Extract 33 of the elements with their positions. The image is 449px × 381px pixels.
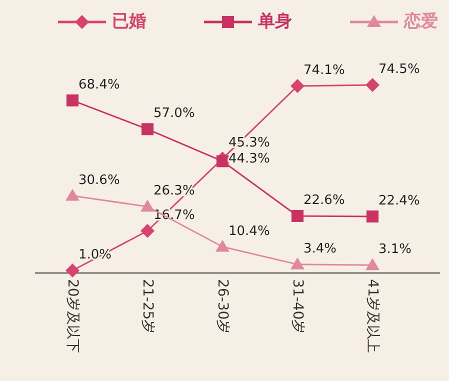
x-tick-label: 21-25岁 (140, 279, 156, 334)
point (366, 78, 380, 92)
point (366, 258, 380, 270)
data-label: 3.4% (304, 241, 337, 256)
point (66, 94, 78, 106)
point (366, 210, 378, 222)
legend-label: 单身 (257, 12, 292, 32)
data-label: 22.6% (304, 192, 345, 208)
data-label: 3.1% (378, 242, 412, 258)
point (290, 257, 304, 270)
data-label: 68.4% (78, 77, 120, 92)
data-label: 44.3% (228, 152, 270, 167)
point (140, 200, 154, 212)
data-label: 10.4% (228, 224, 270, 239)
data-label: 57.0% (154, 106, 195, 122)
data-label: 74.5% (378, 62, 420, 77)
point (290, 79, 304, 94)
point (66, 263, 80, 278)
data-label: 22.4% (378, 193, 420, 208)
data-label: 30.6% (78, 172, 120, 188)
point (292, 210, 304, 222)
point (140, 224, 154, 238)
point (142, 123, 154, 136)
legend-label: 已婚 (112, 12, 146, 32)
point (216, 240, 230, 252)
data-label: 74.1% (304, 63, 345, 78)
x-tick-label: 41岁及以上 (364, 279, 381, 353)
point (66, 188, 80, 201)
point (216, 155, 228, 168)
legend-label: 恋爱 (403, 12, 438, 32)
x-tick-label: 26-30岁 (214, 279, 231, 334)
x-tick-label: 31-40岁 (290, 279, 306, 334)
x-tick-label: 20岁及以下 (64, 279, 81, 353)
